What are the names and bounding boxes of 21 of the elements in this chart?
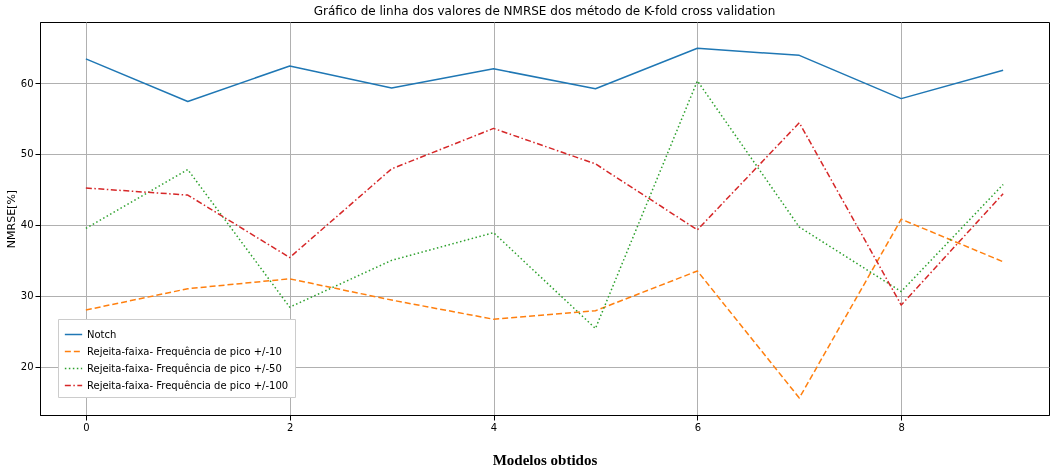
chart-title: Gráfico de linha dos valores de NMRSE dos método de K-fold cross validation bbox=[313, 4, 776, 18]
legend-label: Rejeita-faixa- Frequência de pico +/-10 bbox=[87, 345, 282, 357]
y-tick-label: 60 bbox=[20, 77, 34, 89]
line-series bbox=[85, 121, 1004, 306]
legend-label: Notch bbox=[87, 328, 117, 340]
y-axis-title: NMRSE[%] bbox=[4, 189, 18, 249]
y-tick-label: 20 bbox=[20, 361, 34, 373]
y-tick-label: 40 bbox=[20, 219, 34, 231]
y-tick-label: 30 bbox=[20, 290, 34, 302]
x-tick-label: 0 bbox=[83, 421, 90, 433]
legend-label: Rejeita-faixa- Frequência de pico +/-50 bbox=[87, 362, 282, 374]
legend-label: Rejeita-faixa- Frequência de pico +/-100 bbox=[87, 379, 289, 391]
line-series bbox=[85, 80, 1004, 330]
line-series bbox=[85, 218, 1004, 399]
x-tick-label: 6 bbox=[694, 421, 702, 433]
y-tick-label: 50 bbox=[20, 148, 34, 160]
x-tick-label: 4 bbox=[490, 421, 498, 433]
x-tick-label: 8 bbox=[898, 421, 905, 433]
x-axis-title: Modelos obtidos bbox=[492, 451, 598, 468]
x-tick-label: 2 bbox=[287, 421, 294, 433]
line-series bbox=[85, 47, 1004, 103]
